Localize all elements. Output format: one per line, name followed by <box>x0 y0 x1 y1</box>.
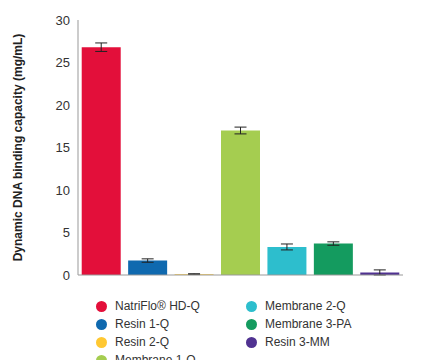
html-text:Membrane 2-Q: Membrane 2-Q <box>265 299 346 313</box>
svg-text:0: 0 <box>63 268 70 283</box>
svg-text:25: 25 <box>56 55 70 70</box>
html-text:Resin 3-MM: Resin 3-MM <box>265 335 330 349</box>
svg-text:15: 15 <box>56 140 70 155</box>
svg-text:Dynamic DNA binding capacity (: Dynamic DNA binding capacity (mg/mL) <box>11 34 25 262</box>
svg-text:5: 5 <box>63 225 70 240</box>
html-text:Membrane 3-PA: Membrane 3-PA <box>265 317 352 331</box>
html-text:NatriFlo® HD-Q: NatriFlo® HD-Q <box>115 299 200 313</box>
svg-text:10: 10 <box>56 183 70 198</box>
html-text:Resin 1-Q: Resin 1-Q <box>115 317 169 331</box>
svg-text:30: 30 <box>56 13 70 28</box>
html-text:Resin 2-Q: Resin 2-Q <box>115 335 169 349</box>
svg-text:20: 20 <box>56 98 70 113</box>
